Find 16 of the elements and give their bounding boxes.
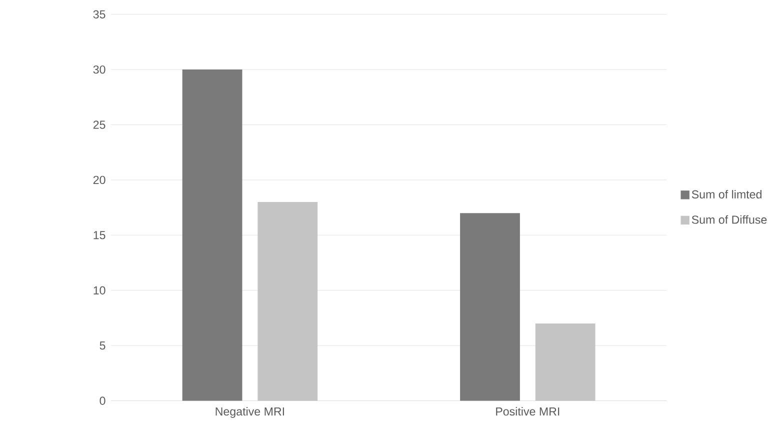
bar <box>535 323 596 401</box>
y-tick-label: 10 <box>94 286 106 294</box>
y-tick-label: 25 <box>93 120 106 129</box>
y-tick-label: 5 <box>100 341 106 350</box>
y-tick-label: 35 <box>93 10 106 18</box>
legend-label: Sum of limted <box>692 190 762 198</box>
y-tick-label: 20 <box>93 176 106 184</box>
bar <box>460 212 520 401</box>
x-tick-label: Positive MRI <box>496 406 560 416</box>
y-tick-label: 30 <box>93 65 106 74</box>
bar <box>182 69 242 401</box>
y-tick-label: 15 <box>94 230 106 239</box>
legend-label: Sum of Diffuse <box>692 215 767 224</box>
bar <box>258 202 318 401</box>
x-tick-label: Negative MRI <box>216 406 284 418</box>
y-tick-label: 0 <box>100 396 106 405</box>
